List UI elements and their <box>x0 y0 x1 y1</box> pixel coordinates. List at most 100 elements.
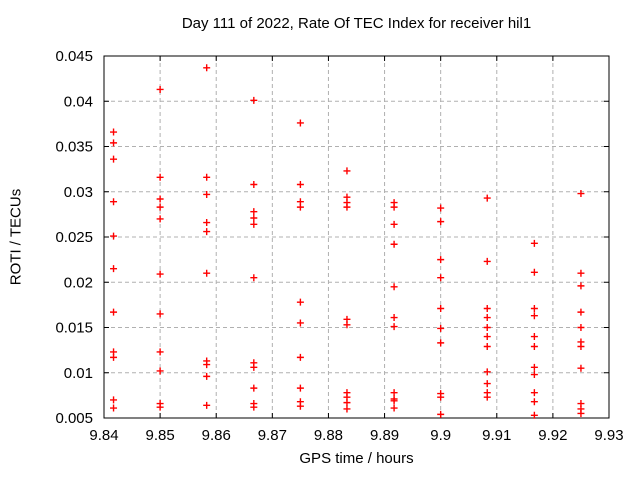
data-point-marker <box>390 397 398 405</box>
x-tick-label: 9.88 <box>314 427 343 444</box>
data-point-marker <box>110 353 118 361</box>
data-point-marker <box>483 314 491 322</box>
data-point-marker <box>250 220 258 228</box>
y-tick-label: 0.045 <box>55 48 93 65</box>
data-point-marker <box>156 173 164 181</box>
tick-labels: 9.84 9.85 9.86 9.87 9.88 9.89 9.9 9.91 9.92 9.93 0… <box>55 48 623 444</box>
data-point-marker <box>390 314 398 322</box>
data-point-marker <box>390 404 398 412</box>
tick-marks <box>103 55 610 419</box>
data-point-marker <box>530 343 538 351</box>
data-point-marker <box>483 324 491 331</box>
data-point-marker <box>250 363 258 371</box>
data-point-marker <box>390 389 398 397</box>
data-point-marker <box>110 155 118 163</box>
data-point-marker <box>343 399 351 407</box>
data-point-marker <box>343 203 351 211</box>
y-tick-label: 0.025 <box>55 229 93 246</box>
data-point-marker <box>343 405 351 413</box>
x-tick-label: 9.9 <box>430 427 451 444</box>
data-point-marker <box>296 384 304 392</box>
data-point-marker <box>296 119 304 127</box>
data-point-marker <box>203 173 211 181</box>
data-point-marker <box>110 265 118 273</box>
data-point-marker <box>343 321 351 329</box>
data-point-marker <box>110 396 118 404</box>
data-point-marker <box>530 304 538 312</box>
y-tick-label: 0.035 <box>55 139 93 156</box>
data-point-marker <box>156 85 164 93</box>
data-point-marker <box>437 410 445 418</box>
data-point-marker <box>437 324 445 332</box>
data-point-marker <box>437 304 445 312</box>
data-point-marker <box>203 228 211 236</box>
data-point-marker <box>110 139 118 147</box>
data-point-marker <box>483 343 491 351</box>
data-point-marker <box>250 384 258 392</box>
data-point-marker <box>110 404 118 412</box>
data-point-marker <box>390 220 398 228</box>
data-point-marker <box>530 333 538 341</box>
data-point-marker <box>483 393 491 401</box>
data-point-marker <box>296 319 304 327</box>
data-point-marker <box>296 298 304 306</box>
data-point-marker <box>110 128 118 136</box>
x-tick-label: 9.93 <box>594 427 623 444</box>
data-point-marker <box>437 204 445 212</box>
data-point-marker <box>110 232 118 240</box>
data-point-marker <box>156 195 164 203</box>
x-tick-label: 9.87 <box>258 427 287 444</box>
gridlines <box>104 56 609 418</box>
x-tick-label: 9.86 <box>202 427 231 444</box>
data-point-marker <box>203 64 211 72</box>
data-point-marker <box>296 353 304 361</box>
data-point-marker <box>390 283 398 291</box>
data-point-marker <box>203 372 211 380</box>
data-point-marker <box>203 219 211 227</box>
data-point-marker <box>437 339 445 347</box>
x-axis-label: GPS time / hours <box>299 450 414 467</box>
data-point-marker <box>483 333 491 341</box>
data-point-marker <box>250 403 258 411</box>
data-point-marker <box>483 304 491 312</box>
data-point-marker <box>530 411 538 419</box>
data-point-marker <box>483 380 491 388</box>
data-point-marker <box>530 398 538 406</box>
data-point-marker <box>483 257 491 265</box>
data-point-marker <box>530 363 538 371</box>
y-tick-label: 0.005 <box>55 410 93 427</box>
y-tick-label: 0.01 <box>64 365 93 382</box>
data-point-marker <box>577 282 585 290</box>
data-point-marker <box>530 389 538 397</box>
data-point-marker <box>110 198 118 206</box>
data-point-marker <box>390 240 398 248</box>
data-point-marker <box>577 308 585 316</box>
x-tick-label: 9.91 <box>482 427 511 444</box>
chart-title: Day 111 of 2022, Rate Of TEC Index for r… <box>181 15 532 32</box>
data-point-marker <box>437 274 445 282</box>
data-point-marker <box>437 218 445 226</box>
data-point-marker <box>530 268 538 276</box>
y-axis-label-text: ROTI / TECUs <box>7 188 25 286</box>
data-point-marker <box>296 402 304 410</box>
x-tick-label: 9.92 <box>538 427 567 444</box>
data-point-marker <box>250 208 258 216</box>
x-tick-label: 9.89 <box>370 427 399 444</box>
data-point-marker <box>390 323 398 331</box>
data-point-marker <box>203 190 211 198</box>
data-point-marker <box>203 361 211 369</box>
data-point-marker <box>530 312 538 320</box>
data-point-marker <box>156 348 164 356</box>
data-point-marker <box>577 269 585 277</box>
data-point-marker <box>390 203 398 211</box>
data-point-marker <box>577 324 585 331</box>
y-tick-label: 0.02 <box>64 274 93 291</box>
data-point-marker <box>577 190 585 198</box>
data-point-marker <box>250 214 258 222</box>
data-point-marker <box>483 194 491 202</box>
y-tick-label: 0.015 <box>55 320 93 337</box>
data-point-marker <box>110 308 118 316</box>
y-tick-label: 0.04 <box>64 93 93 110</box>
